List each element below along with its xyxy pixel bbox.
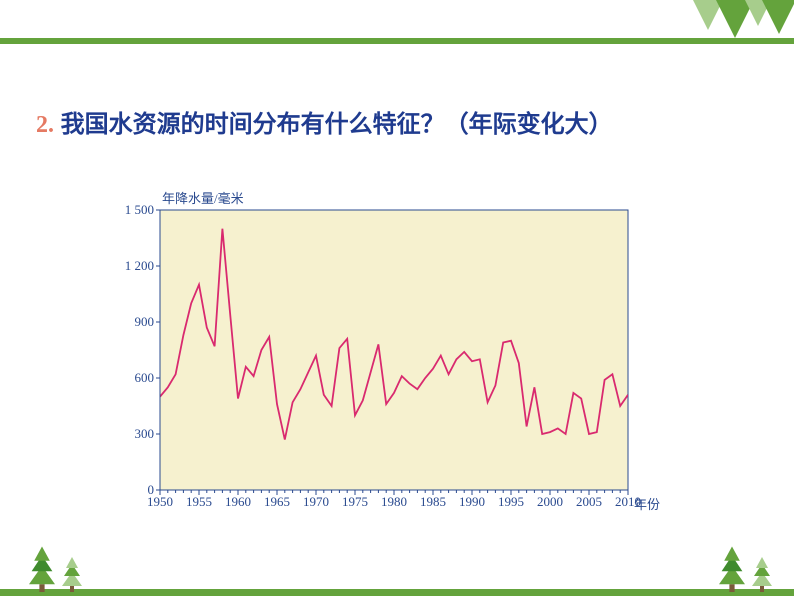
x-tick-label: 2010 — [610, 494, 646, 510]
slide: { "decor": { "top_bar_color": "#64a33c",… — [0, 0, 794, 596]
chart-svg — [102, 184, 662, 518]
precipitation-chart: 年降水量/毫米 年份 03006009001 2001 500195019551… — [102, 184, 662, 518]
x-tick-label: 2000 — [532, 494, 568, 510]
x-tick-label: 2005 — [571, 494, 607, 510]
y-tick-label: 1 500 — [114, 202, 154, 218]
x-tick-label: 1980 — [376, 494, 412, 510]
y-tick-label: 900 — [114, 314, 154, 330]
x-tick-label: 1990 — [454, 494, 490, 510]
x-tick-label: 1985 — [415, 494, 451, 510]
x-tick-label: 1970 — [298, 494, 334, 510]
x-tick-label: 1975 — [337, 494, 373, 510]
top-decor — [0, 0, 794, 60]
x-tick-label: 1955 — [181, 494, 217, 510]
x-tick-label: 1950 — [142, 494, 178, 510]
slide-title: 2. 我国水资源的时间分布有什么特征？（年际变化大） — [36, 104, 613, 139]
y-tick-label: 300 — [114, 426, 154, 442]
question-text: 我国水资源的时间分布有什么特征？（年际变化大） — [61, 111, 613, 138]
x-tick-label: 1995 — [493, 494, 529, 510]
y-tick-label: 600 — [114, 370, 154, 386]
question-number: 2. — [36, 112, 54, 138]
bottom-decor — [0, 526, 794, 596]
x-tick-label: 1965 — [259, 494, 295, 510]
x-tick-label: 1960 — [220, 494, 256, 510]
y-tick-label: 1 200 — [114, 258, 154, 274]
y-axis-label: 年降水量/毫米 — [162, 188, 244, 207]
